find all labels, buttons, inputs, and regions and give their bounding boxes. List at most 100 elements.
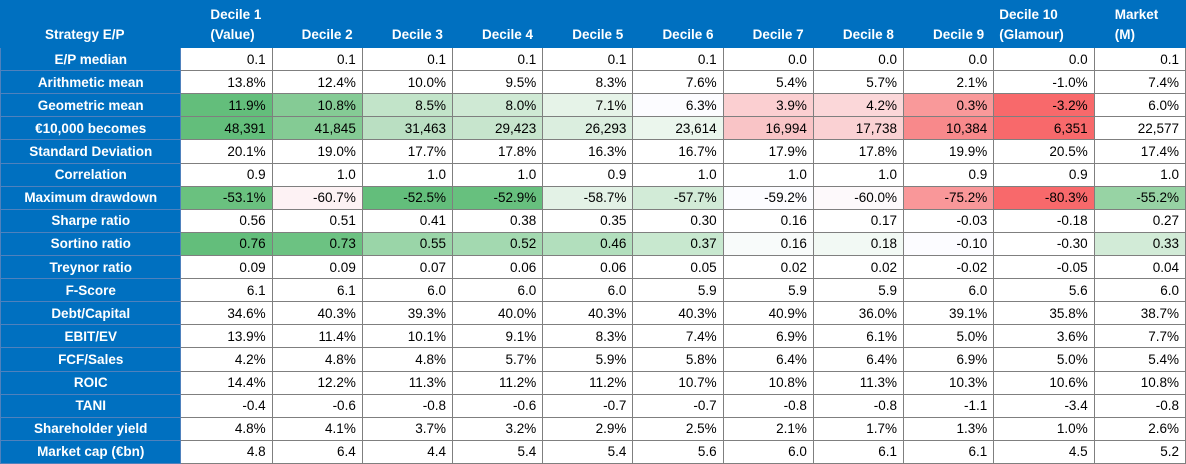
table-cell: 0.9 bbox=[542, 162, 634, 187]
table-cell: 1.0 bbox=[632, 162, 724, 187]
table-cell: 6.1 bbox=[271, 278, 363, 303]
table-cell: 5.4% bbox=[722, 70, 814, 95]
table-cell: 0.1 bbox=[632, 46, 724, 72]
table-cell: 29,423 bbox=[452, 116, 544, 141]
table-cell: 4.2% bbox=[180, 347, 273, 372]
table-cell: 8.0% bbox=[452, 93, 544, 118]
table-cell: 10.8% bbox=[1093, 370, 1186, 395]
table-cell: 10.3% bbox=[903, 370, 995, 395]
table-cell: -3.2% bbox=[993, 93, 1095, 118]
table-cell: 7.7% bbox=[1093, 324, 1186, 349]
column-header: Decile 7 bbox=[722, 0, 814, 48]
row-label: Market cap (€bn) bbox=[0, 439, 182, 464]
table-row: EBIT/EV 13.9% 11.4% 10.1% 9.1% 8.3% 7.4% 6.9% 6.… bbox=[0, 324, 1186, 349]
table-cell: 5.6 bbox=[632, 439, 724, 464]
corner-label: Strategy E/P bbox=[0, 0, 182, 48]
table-cell: 8.5% bbox=[361, 93, 454, 118]
table-cell: 6.9% bbox=[722, 324, 814, 349]
column-header: Decile 1 (Value) bbox=[180, 0, 273, 48]
table-cell: 39.3% bbox=[361, 301, 454, 326]
table-cell: 3.9% bbox=[722, 93, 814, 118]
table-cell: 31,463 bbox=[361, 116, 454, 141]
table-cell: 11.3% bbox=[812, 370, 905, 395]
table-cell: 12.4% bbox=[271, 70, 363, 95]
table-cell: -1.0% bbox=[993, 70, 1095, 95]
row-label: ROIC bbox=[0, 370, 182, 395]
table-cell: 9.1% bbox=[452, 324, 544, 349]
table-row: Arithmetic mean 13.8% 12.4% 10.0% 9.5% 8.3% 7.… bbox=[0, 70, 1186, 95]
table-cell: -80.3% bbox=[993, 185, 1095, 210]
column-header: Decile 5 bbox=[542, 0, 634, 48]
table-cell: 17.4% bbox=[1093, 139, 1186, 164]
table-row: F-Score 6.1 6.1 6.0 6.0 6.0 5.9 5.9 5.9 6.0 5.6 6.0 bbox=[0, 278, 1186, 303]
table-cell: 0.37 bbox=[632, 231, 724, 256]
table-cell: 7.4% bbox=[1093, 70, 1186, 95]
table-cell: 10.8% bbox=[722, 370, 814, 395]
table-cell: 6.0 bbox=[542, 278, 634, 303]
table-cell: 35.8% bbox=[993, 301, 1095, 326]
row-label: F-Score bbox=[0, 278, 182, 303]
table-cell: 0.35 bbox=[542, 208, 634, 233]
table-cell: 7.1% bbox=[542, 93, 634, 118]
row-label: Debt/Capital bbox=[0, 301, 182, 326]
table-cell: 0.04 bbox=[1093, 254, 1186, 280]
table-cell: 4.8% bbox=[180, 416, 273, 441]
table-row: Shareholder yield 4.8% 4.1% 3.7% 3.2% 2.9% 2.5… bbox=[0, 416, 1186, 441]
table-cell: 0.02 bbox=[722, 254, 814, 280]
table-cell: 6.0 bbox=[1093, 278, 1186, 303]
row-label: Maximum drawdown bbox=[0, 185, 182, 210]
table-cell: 48,391 bbox=[180, 116, 273, 141]
table-cell: 4.8 bbox=[180, 439, 273, 464]
table-cell: 0.16 bbox=[722, 231, 814, 256]
table-cell: -0.10 bbox=[903, 231, 995, 256]
table-cell: 10.1% bbox=[361, 324, 454, 349]
row-label: Correlation bbox=[0, 162, 182, 187]
table-cell: 0.06 bbox=[452, 254, 544, 280]
table-cell: 2.6% bbox=[1093, 416, 1186, 441]
table-cell: 0.09 bbox=[271, 254, 363, 280]
table-cell: 22,577 bbox=[1093, 116, 1186, 141]
table-cell: 1.0 bbox=[812, 162, 905, 187]
table-cell: 1.0 bbox=[452, 162, 544, 187]
table-cell: 6.4% bbox=[812, 347, 905, 372]
table-cell: 1.0 bbox=[722, 162, 814, 187]
table-row: Sharpe ratio 0.56 0.51 0.41 0.38 0.35 0.30 0.16… bbox=[0, 208, 1186, 233]
table-row: Standard Deviation 20.1% 19.0% 17.7% 17.8% 16… bbox=[0, 139, 1186, 164]
table-cell: -60.0% bbox=[812, 185, 905, 210]
table-cell: 40.3% bbox=[542, 301, 634, 326]
table-cell: 3.2% bbox=[452, 416, 544, 441]
table-cell: 13.8% bbox=[180, 70, 273, 95]
table-cell: 8.3% bbox=[542, 324, 634, 349]
table-cell: 6.1 bbox=[812, 439, 905, 464]
table-cell: -0.8 bbox=[1093, 393, 1186, 418]
row-label: TANI bbox=[0, 393, 182, 418]
table-cell: 2.1% bbox=[903, 70, 995, 95]
row-label: €10,000 becomes bbox=[0, 116, 182, 141]
table-cell: 6.1 bbox=[180, 278, 273, 303]
header-row: Strategy E/P Decile 1 (Value) Decile 2 Deci… bbox=[0, 0, 1186, 48]
table-cell: 0.18 bbox=[812, 231, 905, 256]
table-cell: 7.4% bbox=[632, 324, 724, 349]
table-cell: 16.3% bbox=[542, 139, 634, 164]
table-cell: 17.8% bbox=[452, 139, 544, 164]
table-cell: 6.1% bbox=[812, 324, 905, 349]
row-label: Treynor ratio bbox=[0, 254, 182, 280]
table-cell: 17.7% bbox=[361, 139, 454, 164]
table-cell: 5.0% bbox=[903, 324, 995, 349]
table-cell: 0.51 bbox=[271, 208, 363, 233]
row-label: FCF/Sales bbox=[0, 347, 182, 372]
table-cell: -0.02 bbox=[903, 254, 995, 280]
row-label: Sharpe ratio bbox=[0, 208, 182, 233]
table-cell: 6.0% bbox=[1093, 93, 1186, 118]
table-cell: 0.55 bbox=[361, 231, 454, 256]
table-cell: 6.0 bbox=[722, 439, 814, 464]
table-cell: 0.1 bbox=[542, 46, 634, 72]
table-cell: 0.05 bbox=[632, 254, 724, 280]
table-cell: 0.0 bbox=[722, 46, 814, 72]
table-cell: -0.6 bbox=[452, 393, 544, 418]
table-cell: 0.9 bbox=[993, 162, 1095, 187]
table-cell: -0.6 bbox=[271, 393, 363, 418]
row-label: E/P median bbox=[0, 46, 182, 72]
row-label: Sortino ratio bbox=[0, 231, 182, 256]
table-cell: 0.09 bbox=[180, 254, 273, 280]
